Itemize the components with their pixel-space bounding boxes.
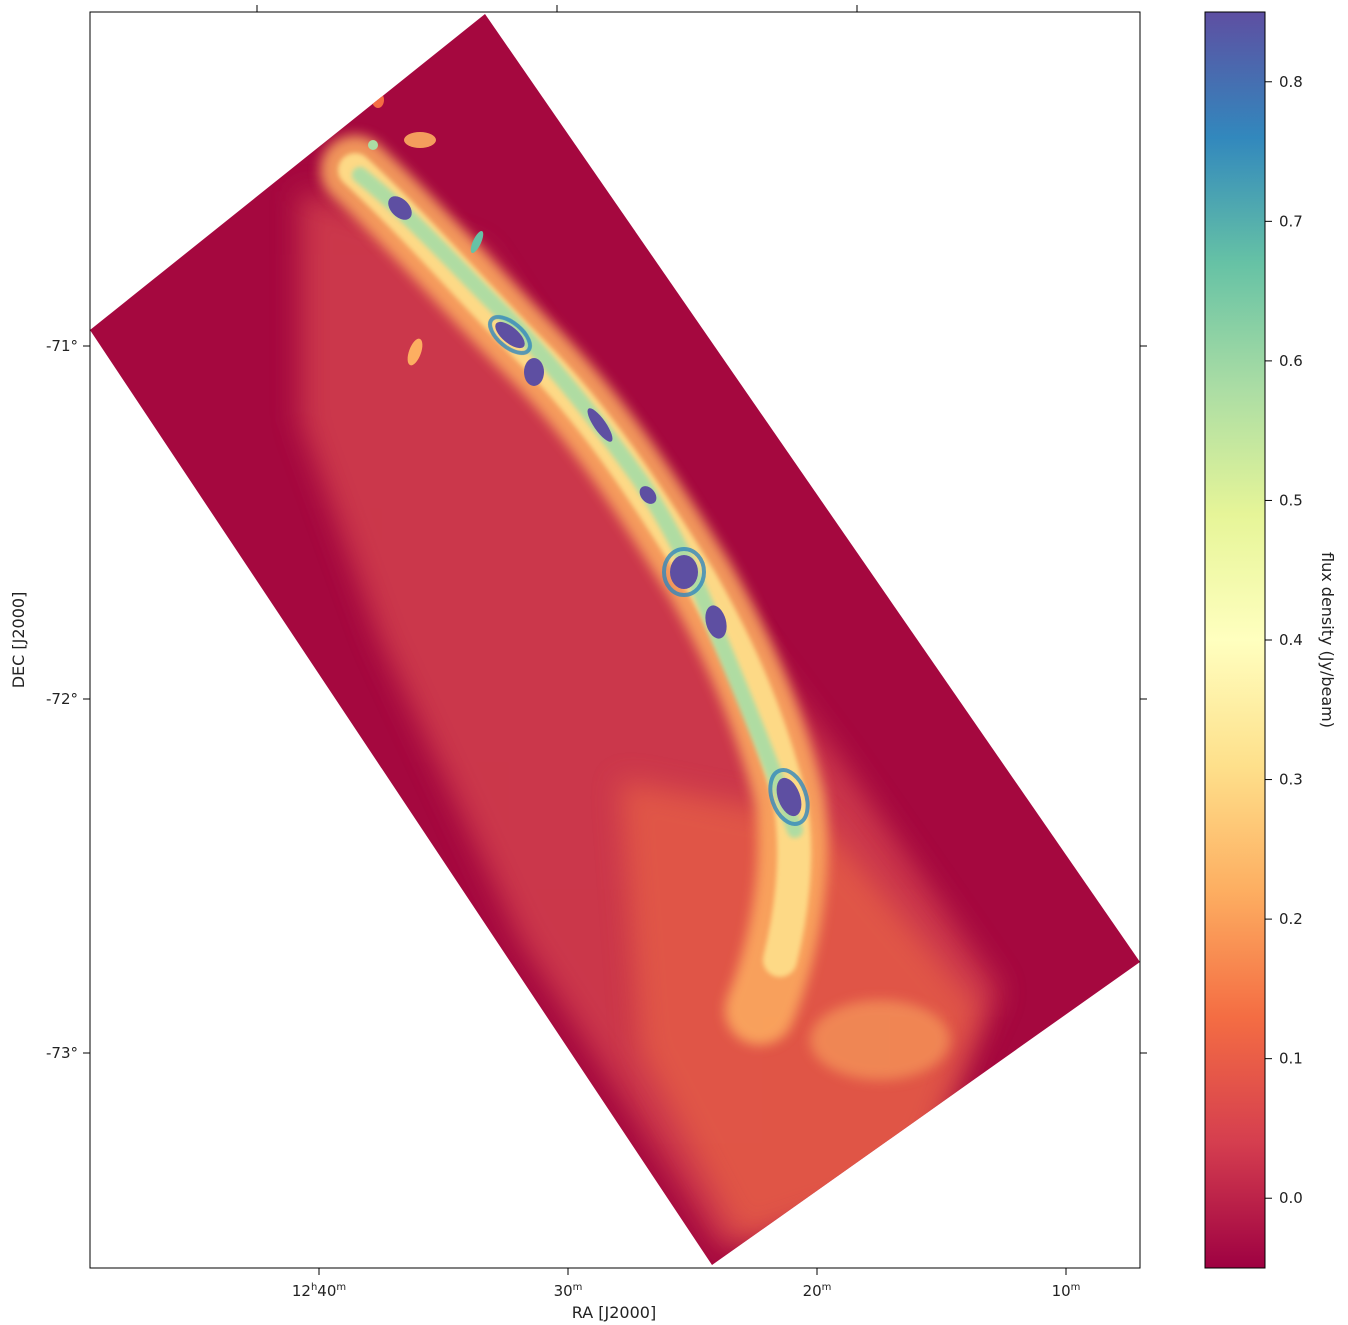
- colorbar-ticks: 0.0 0.1 0.2 0.3 0.4 0.5 0.6 0.7 0.8: [1265, 73, 1303, 1207]
- x-tick-label: 12h40m: [292, 1282, 346, 1300]
- colorbar-tick-label: 0.1: [1279, 1050, 1303, 1068]
- colorbar-tick-label: 0.8: [1279, 73, 1303, 91]
- colorbar: 0.0 0.1 0.2 0.3 0.4 0.5 0.6 0.7 0.8 flux density…: [1204, 11, 1337, 1269]
- knot: [404, 132, 436, 148]
- right-ticks: [1140, 345, 1147, 1054]
- colorbar-tick-label: 0.0: [1279, 1189, 1303, 1207]
- colorbar-tick-label: 0.3: [1279, 771, 1303, 789]
- left-ticks: [83, 345, 90, 1054]
- bottom-ticks: [318, 1268, 1067, 1275]
- top-ticks: [256, 5, 858, 12]
- y-axis-label: DEC [J2000]: [9, 592, 28, 689]
- core-halos: [488, 315, 810, 826]
- colorbar-tick-label: 0.2: [1279, 910, 1303, 928]
- dense-cores: [388, 196, 802, 817]
- knot: [810, 1000, 950, 1080]
- colorbar-tick-label: 0.7: [1279, 212, 1303, 230]
- knot: [368, 140, 378, 150]
- knot: [470, 230, 484, 254]
- colorbar-label: flux density (Jy/beam): [1318, 552, 1337, 728]
- plot-frame: [89, 11, 1141, 1269]
- colorbar-tick-label: 0.6: [1279, 352, 1303, 370]
- x-tick-label: 10m: [1052, 1282, 1081, 1300]
- knot: [372, 92, 384, 108]
- y-tick-label: -73°: [46, 1044, 78, 1062]
- heatmap-image: [90, 14, 1140, 1265]
- colorbar-gradient: [1204, 11, 1266, 1269]
- diffuse-emission-south: [620, 780, 980, 1240]
- x-tick-label: 20m: [803, 1282, 832, 1300]
- filament-core: [352, 167, 803, 838]
- colorbar-tick-label: 0.5: [1279, 491, 1303, 509]
- knot: [407, 338, 423, 366]
- y-tick-label: -71°: [46, 337, 78, 355]
- x-axis-label: RA [J2000]: [572, 1303, 656, 1322]
- x-tick-label: 30m: [554, 1282, 583, 1300]
- colorbar-tick-label: 0.4: [1279, 631, 1303, 649]
- y-tick-label: -72°: [46, 690, 78, 708]
